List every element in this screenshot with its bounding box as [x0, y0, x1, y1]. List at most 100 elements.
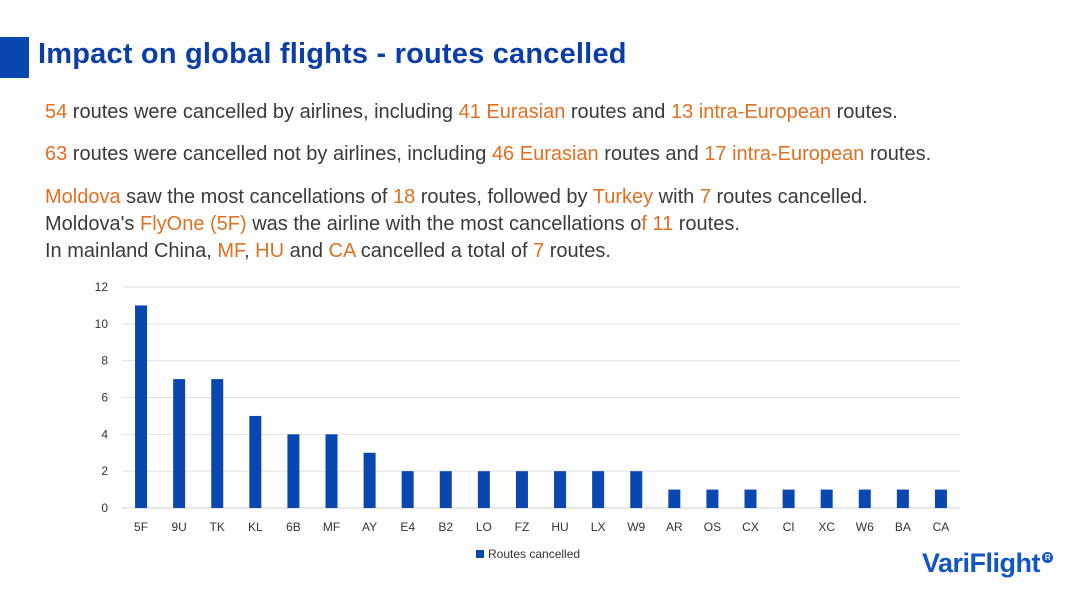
- bar-OS: [706, 489, 719, 508]
- text-segment: ,: [244, 240, 256, 262]
- x-tick-label: TK: [210, 520, 225, 534]
- summary-line-4: Moldova's FlyOne (5F) was the airline wi…: [45, 211, 740, 238]
- y-tick-label: 12: [95, 280, 109, 294]
- bar-XC: [820, 489, 833, 508]
- count-flyone: f 11: [641, 213, 674, 235]
- text-segment: cancelled a total of: [355, 240, 534, 262]
- text-segment: routes.: [864, 143, 932, 165]
- routes-cancelled-bar-chart: 0 2 4 6 8 10 12 5F 9U TK KL 6B MF AY E4 B2 LO FZ HU LX W9 AR…: [95, 280, 960, 561]
- text-segment: routes.: [831, 101, 898, 123]
- airline-mf: MF: [217, 240, 244, 262]
- variflight-logo: VariFlight R: [922, 548, 1054, 579]
- x-tick-label: LO: [476, 520, 492, 534]
- airline-hu: HU: [255, 240, 285, 262]
- x-tick-label: CI: [783, 520, 795, 534]
- x-tick-label: W9: [627, 520, 645, 534]
- x-tick-label: MF: [323, 520, 340, 534]
- count-eurasian: 46 Eurasian: [491, 143, 599, 165]
- count-turkey: 7: [699, 186, 711, 208]
- text-segment: and: [284, 240, 329, 262]
- count-intra-european: 13 intra-European: [670, 101, 832, 123]
- x-tick-label: CX: [742, 520, 759, 534]
- y-tick-label: 4: [101, 427, 108, 441]
- y-tick-label: 6: [101, 391, 108, 405]
- bar-CA: [934, 489, 947, 508]
- x-tick-label: HU: [551, 520, 568, 534]
- logo-text: VariFlight: [922, 548, 1041, 578]
- bar-MF: [325, 434, 338, 508]
- x-tick-label: 9U: [171, 520, 186, 534]
- chart-bars: [135, 305, 947, 508]
- bar-CX: [744, 489, 757, 508]
- legend-swatch: [476, 550, 484, 558]
- x-tick-label: KL: [248, 520, 263, 534]
- airline-ca: CA: [328, 240, 356, 262]
- bar-B2: [439, 471, 452, 508]
- bar-9U: [173, 379, 186, 508]
- text-segment: routes.: [544, 240, 611, 262]
- summary-line-5: In mainland China, MF, HU and CA cancell…: [45, 238, 611, 265]
- count-china: 7: [533, 240, 545, 262]
- bar-LX: [592, 471, 605, 508]
- x-tick-label: 5F: [134, 520, 148, 534]
- text-segment: was the airline with the most cancellati…: [246, 213, 642, 235]
- text-segment: In mainland China,: [45, 240, 218, 262]
- text-segment: routes were cancelled not by airlines, i…: [67, 143, 492, 165]
- text-segment: routes and: [565, 101, 671, 123]
- bar-TK: [211, 379, 224, 508]
- x-tick-label: B2: [438, 520, 453, 534]
- x-tick-label: FZ: [515, 520, 530, 534]
- x-tick-label: AY: [362, 520, 377, 534]
- bar-BA: [896, 489, 909, 508]
- title-accent-bar: [0, 37, 29, 78]
- x-tick-label: AR: [666, 520, 683, 534]
- y-tick-label: 2: [101, 464, 108, 478]
- count-moldova: 18: [392, 186, 416, 208]
- text-segment: with: [653, 186, 700, 208]
- bar-5F: [135, 305, 148, 508]
- count-airline-cancelled: 54: [45, 101, 68, 123]
- bar-W9: [630, 471, 643, 508]
- x-tick-label: W6: [856, 520, 874, 534]
- bar-CI: [782, 489, 795, 508]
- summary-line-2: 63 routes were cancelled not by airlines…: [45, 141, 931, 168]
- summary-line-3: Moldova saw the most cancellations of 18…: [45, 184, 868, 211]
- chart-gridlines: [122, 286, 960, 509]
- count-non-airline-cancelled: 63: [45, 143, 68, 165]
- x-tick-label: LX: [591, 520, 606, 534]
- y-tick-label: 0: [101, 501, 108, 515]
- bar-E4: [401, 471, 414, 508]
- x-axis-ticks: 5F 9U TK KL 6B MF AY E4 B2 LO FZ HU LX W9 AR OS CX CI XC W6…: [134, 520, 949, 534]
- text-segment: routes were cancelled by airlines, inclu…: [67, 101, 459, 123]
- airline-flyone: FlyOne (5F): [139, 213, 247, 235]
- bar-W6: [858, 489, 871, 508]
- bar-HU: [554, 471, 567, 508]
- bar-AR: [668, 489, 681, 508]
- legend-label: Routes cancelled: [488, 547, 580, 561]
- chart-legend: Routes cancelled: [476, 547, 580, 561]
- x-tick-label: XC: [818, 520, 835, 534]
- text-segment: routes and: [598, 143, 705, 165]
- x-tick-label: E4: [400, 520, 415, 534]
- y-axis-ticks: 0 2 4 6 8 10 12: [95, 280, 109, 515]
- y-tick-label: 10: [95, 317, 109, 331]
- text-segment: routes, followed by: [415, 186, 593, 208]
- x-tick-label: OS: [704, 520, 721, 534]
- bar-FZ: [515, 471, 528, 508]
- country-moldova: Moldova: [45, 186, 121, 208]
- x-tick-label: 6B: [286, 520, 301, 534]
- text-segment: routes.: [673, 213, 740, 235]
- bar-KL: [249, 415, 262, 508]
- bar-6B: [287, 434, 300, 508]
- text-segment: routes cancelled.: [710, 186, 868, 208]
- y-tick-label: 8: [101, 354, 108, 368]
- summary-line-1: 54 routes were cancelled by airlines, in…: [45, 99, 898, 126]
- bar-AY: [363, 452, 376, 508]
- page-title: Impact on global flights - routes cancel…: [38, 38, 627, 70]
- text-segment: Moldova's: [45, 213, 140, 235]
- count-eurasian: 41 Eurasian: [458, 101, 566, 123]
- country-turkey: Turkey: [592, 186, 654, 208]
- bar-LO: [477, 471, 490, 508]
- count-intra-european: 17 intra-European: [704, 143, 865, 165]
- text-segment: saw the most cancellations of: [120, 186, 393, 208]
